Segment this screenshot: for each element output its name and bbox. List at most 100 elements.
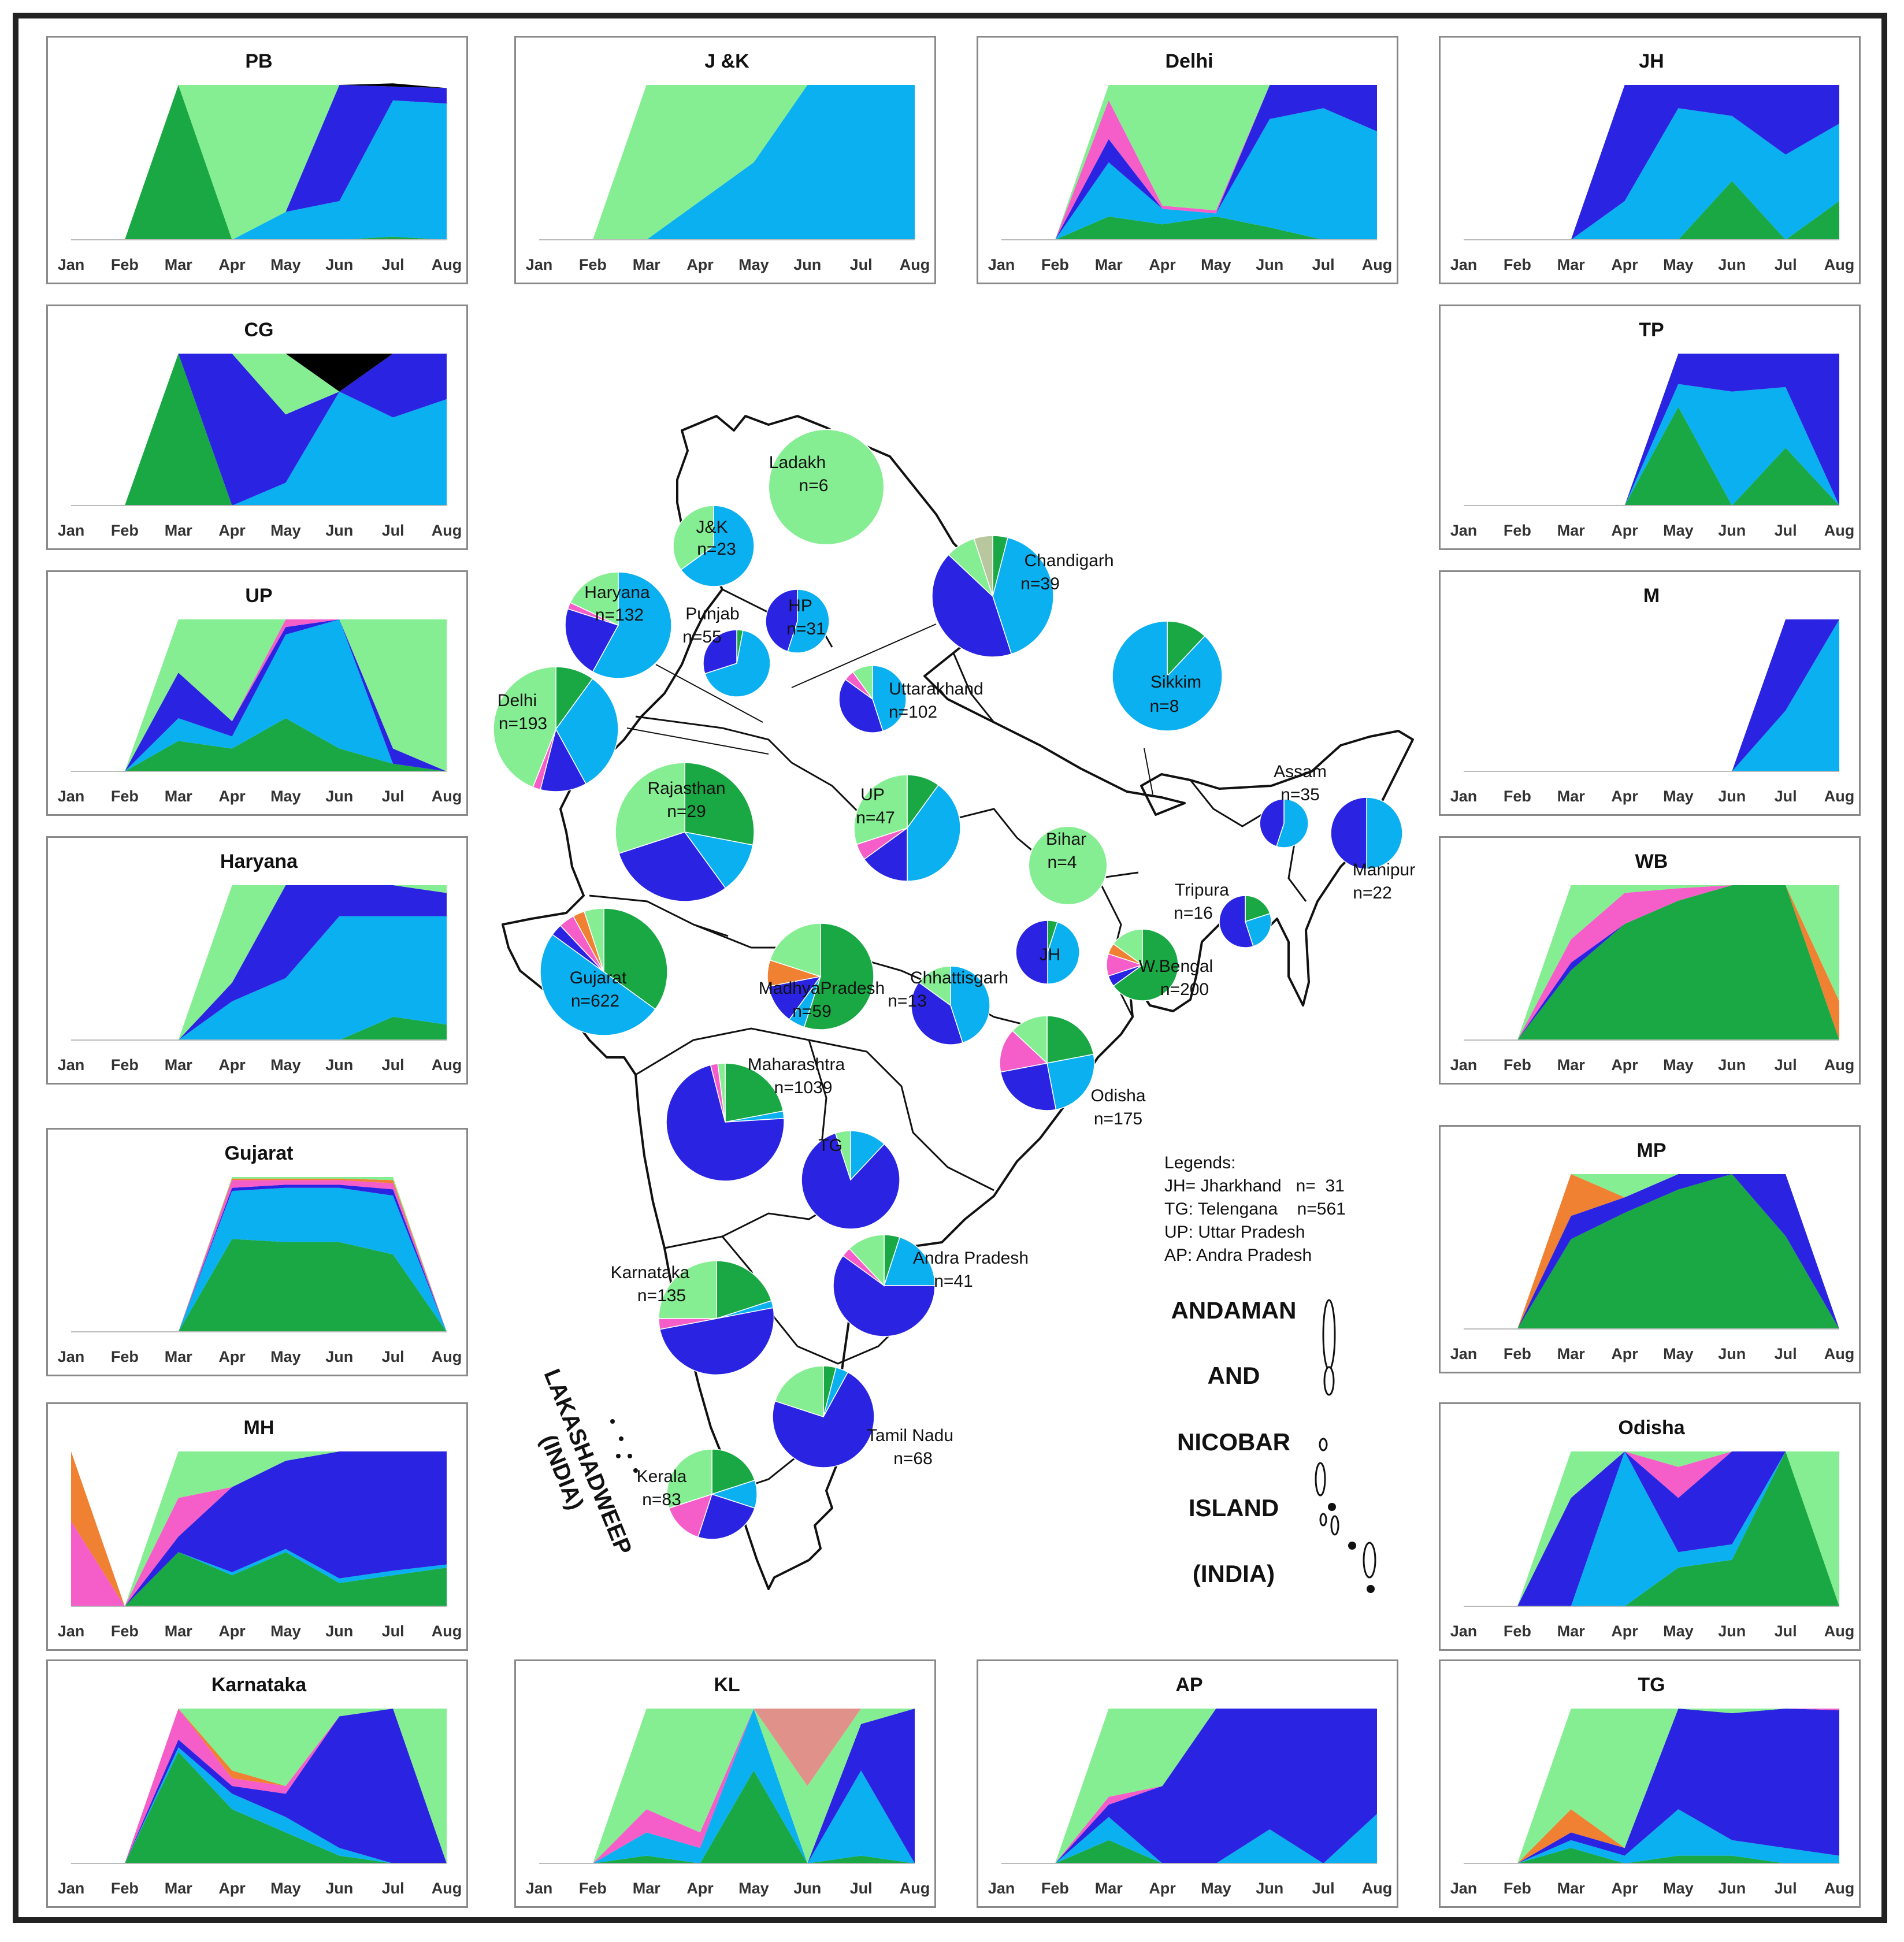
pie-chandigarh: Chandigarh n=39 — [931, 535, 1114, 658]
pie-madhyapradesh: MadhyaPradesh n=59 — [759, 923, 885, 1030]
area-chart-gujarat: Gujarat Jan Feb Mar Apr May Jun Jul Aug — [46, 1128, 468, 1376]
area-series-dark_green — [1464, 1174, 1839, 1329]
pie-slice-dark_green — [1245, 895, 1271, 923]
x-tick-label: Jun — [325, 1880, 353, 1897]
pie-n-label: n=41 — [934, 1272, 973, 1291]
x-tick-label: Jan — [58, 522, 85, 539]
state-border — [635, 715, 793, 764]
chart-title: KL — [714, 1674, 740, 1696]
pie-n-label: n=132 — [595, 606, 644, 625]
area-series-light_blue — [1464, 108, 1839, 240]
area-series-light_blue — [71, 1187, 447, 1332]
pie-bihar: Bihar n=4 — [1028, 826, 1108, 905]
pie-label: Tripura — [1175, 881, 1229, 900]
pie-label: Andra Pradesh — [913, 1249, 1029, 1268]
x-tick-label: Jun — [325, 1056, 353, 1074]
pie-slice-light_blue — [787, 589, 830, 653]
pie-slice-light_blue — [1276, 799, 1309, 848]
pie-tamil-nadu: Tamil Nadu n=68 — [772, 1365, 953, 1468]
x-tick-label: Apr — [1611, 1880, 1638, 1897]
x-tick-label: Jun — [1718, 522, 1746, 539]
area-series-black — [71, 354, 447, 506]
pie-tg: TG — [801, 1130, 900, 1230]
pie-slice-light_blue — [1366, 797, 1403, 870]
pie-n-label: n=1039 — [774, 1078, 833, 1097]
legend-line: TG: Telengana n=561 — [1164, 1200, 1346, 1219]
pie-slice-light_blue — [1245, 913, 1272, 947]
x-tick-label: Mar — [165, 256, 193, 273]
state-border — [952, 652, 995, 723]
area-chart-svg: TP Jan Feb Mar Apr May Jun Jul Aug — [1450, 319, 1855, 539]
x-tick-label: Feb — [111, 522, 139, 539]
area-chart-delhi: Delhi Jan Feb Mar Apr May Jun Jul Aug — [977, 36, 1398, 284]
x-tick-label: Aug — [1824, 1880, 1854, 1897]
andaman-label: (INDIA) — [1193, 1560, 1275, 1587]
x-tick-label: Feb — [111, 1348, 139, 1365]
lakshadweep-island — [616, 1454, 621, 1458]
area-series-light_green — [1464, 1174, 1839, 1329]
leader-line — [791, 623, 937, 688]
pie-slice-dark_blue — [911, 981, 963, 1045]
x-tick-label: Mar — [1557, 1056, 1586, 1074]
x-tick-label: Jun — [1718, 1056, 1746, 1074]
pie-slice-light_blue — [907, 784, 961, 882]
area-chart-svg: J &K Jan Feb Mar Apr May Jun Jul Aug — [526, 50, 930, 273]
x-tick-label: Jul — [1312, 256, 1335, 273]
area-chart-svg: Delhi Jan Feb Mar Apr May Jun Jul Aug — [988, 50, 1393, 273]
pie-label: UP — [860, 785, 885, 804]
area-series-dark_blue — [539, 1709, 915, 1863]
x-tick-label: Feb — [1504, 1056, 1531, 1074]
pie-label: Maharashtra — [748, 1055, 845, 1074]
x-tick-label: May — [738, 1880, 769, 1897]
x-tick-label: Mar — [165, 522, 193, 539]
pie-chhattisgarh: Chhattisgarh n=13 — [888, 966, 1008, 1045]
pie-slice-dark_green — [716, 1260, 773, 1320]
pie-n-label: n=29 — [667, 802, 706, 821]
pie-n-label: n=193 — [499, 714, 547, 733]
area-series-light_blue — [1001, 108, 1377, 240]
pie-slice-light_green — [768, 429, 885, 545]
x-tick-label: May — [270, 1622, 301, 1640]
area-chart-svg: MP Jan Feb Mar Apr May Jun Jul Aug — [1450, 1139, 1855, 1362]
lakshadweep-label: LAKASHADWEEP(INDIA) — [536, 1365, 637, 1558]
x-tick-label: Jul — [1775, 256, 1797, 273]
x-tick-label: May — [1201, 1880, 1231, 1897]
area-chart-cg: CG Jan Feb Mar Apr May Jun Jul Aug — [46, 305, 468, 550]
pie-label: TG — [818, 1136, 842, 1155]
area-chart-svg: JH Jan Feb Mar Apr May Jun Jul Aug — [1450, 50, 1855, 273]
leader-line — [1144, 748, 1153, 795]
x-tick-label: Jan — [58, 1622, 85, 1640]
area-chart-svg: WB Jan Feb Mar Apr May Jun Jul Aug — [1450, 851, 1855, 1074]
pie-hp: HP n=31 — [765, 589, 830, 653]
pie-slice-dark_blue — [659, 1307, 775, 1376]
area-chart-odisha: Odisha Jan Feb Mar Apr May Jun Jul Aug — [1439, 1402, 1861, 1651]
pie-label: Chhattisgarh — [910, 968, 1008, 987]
x-tick-label: Jun — [1718, 1880, 1746, 1897]
x-tick-label: Jan — [988, 1880, 1015, 1897]
pie-ladakh: Ladakh n=6 — [768, 429, 885, 545]
x-tick-label: Jan — [1450, 788, 1478, 805]
pie-n-label: n=83 — [642, 1490, 681, 1509]
pie-slice-dark_green — [725, 1063, 784, 1123]
pie-slice-tan — [973, 535, 993, 597]
pie-n-label: n=135 — [637, 1286, 686, 1305]
x-tick-label: Aug — [1824, 256, 1854, 273]
x-tick-label: Apr — [218, 522, 246, 539]
pie-slice-dark_blue — [540, 727, 587, 792]
x-tick-label: Jul — [1775, 1345, 1797, 1362]
state-border — [866, 1050, 994, 1191]
legend-line: JH= Jharkhand n= 31 — [1164, 1176, 1345, 1195]
area-chart-svg: UP Jan Feb Mar Apr May Jun Jul Aug — [58, 585, 462, 805]
x-tick-label: Apr — [218, 788, 246, 805]
x-tick-label: Jul — [382, 1056, 404, 1074]
pie-label: Karnataka — [611, 1263, 690, 1282]
area-chart-svg: Gujarat Jan Feb Mar Apr May Jun Jul Aug — [58, 1142, 462, 1365]
x-tick-label: Mar — [1095, 1880, 1123, 1897]
pie-assam: Assam n=35 — [1259, 762, 1327, 848]
andaman-island — [1322, 1299, 1336, 1371]
pie-n-label: n=68 — [893, 1449, 933, 1468]
x-tick-label: Mar — [165, 1880, 193, 1897]
x-tick-label: Feb — [1041, 256, 1069, 273]
area-chart-j-k: J &K Jan Feb Mar Apr May Jun Jul Aug — [514, 36, 936, 284]
